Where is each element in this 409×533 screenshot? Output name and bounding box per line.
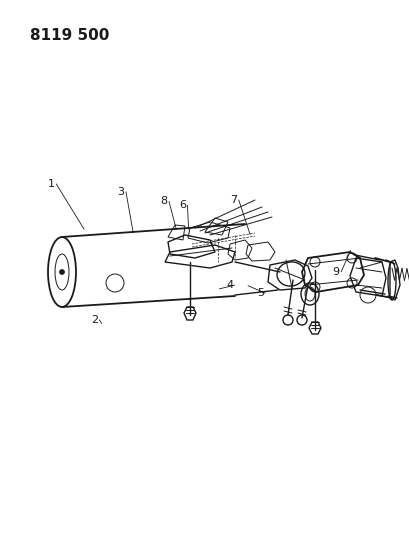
- Text: 4: 4: [225, 280, 233, 290]
- Circle shape: [59, 270, 64, 274]
- Text: 2: 2: [90, 315, 98, 325]
- Text: 7: 7: [229, 195, 237, 205]
- Text: 6: 6: [178, 200, 186, 210]
- Text: 8: 8: [160, 197, 167, 206]
- Text: 3: 3: [117, 187, 124, 197]
- Text: 9: 9: [332, 267, 339, 277]
- Text: 8119 500: 8119 500: [30, 28, 109, 43]
- Text: 1: 1: [47, 179, 55, 189]
- Text: 5: 5: [256, 288, 263, 298]
